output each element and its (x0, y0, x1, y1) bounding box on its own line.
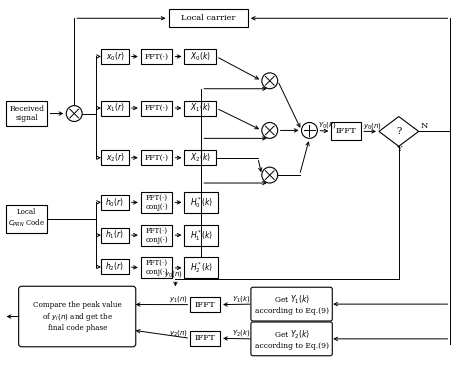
Bar (141, 257, 173, 278)
Text: N: N (420, 122, 428, 131)
Bar (184, 150, 216, 165)
Bar (141, 192, 173, 213)
Bar (191, 297, 220, 312)
Text: IFFT: IFFT (336, 128, 356, 135)
Bar (331, 122, 361, 140)
Bar (141, 101, 173, 116)
Circle shape (301, 122, 318, 138)
Circle shape (262, 167, 278, 183)
Text: IFFT: IFFT (195, 334, 216, 342)
Polygon shape (379, 116, 419, 146)
Text: $x_0(r)$: $x_0(r)$ (106, 50, 124, 63)
Text: Compare the peak value
of $y_i(n)$ and get the
final code phase: Compare the peak value of $y_i(n)$ and g… (33, 301, 121, 332)
Circle shape (262, 122, 278, 138)
FancyBboxPatch shape (251, 322, 332, 356)
Bar (184, 49, 216, 64)
Bar (101, 228, 129, 242)
Text: $y_0(n)$: $y_0(n)$ (363, 121, 382, 131)
Text: $H_1^*(k)$: $H_1^*(k)$ (190, 228, 213, 242)
Text: Local carrier: Local carrier (181, 14, 236, 22)
Text: FFT(·)
conj(·): FFT(·) conj(·) (146, 194, 168, 211)
Text: FFT(·)
conj(·): FFT(·) conj(·) (146, 259, 168, 276)
Text: ?: ? (396, 127, 401, 136)
Bar (101, 150, 129, 165)
Text: $h_1(r)$: $h_1(r)$ (105, 229, 124, 241)
Text: $y_1(n)$: $y_1(n)$ (169, 294, 188, 304)
Bar (184, 225, 218, 245)
Text: IFFT: IFFT (195, 301, 216, 308)
Text: $X_2(k)$: $X_2(k)$ (190, 151, 211, 164)
Text: FFT(·): FFT(·) (145, 154, 169, 162)
Bar (141, 225, 173, 245)
Bar (6, 101, 47, 126)
Text: $h_2(r)$: $h_2(r)$ (105, 261, 124, 273)
Text: $Y_0(k)$: $Y_0(k)$ (319, 120, 337, 130)
Text: Received
signal: Received signal (9, 105, 44, 122)
Bar (184, 192, 218, 213)
Text: Y: Y (396, 145, 401, 153)
Text: $X_0(k)$: $X_0(k)$ (190, 50, 211, 63)
Text: FFT(·): FFT(·) (145, 104, 169, 112)
Text: $X_1(k)$: $X_1(k)$ (190, 102, 211, 115)
Bar (101, 49, 129, 64)
Text: $x_2(r)$: $x_2(r)$ (106, 151, 124, 164)
Text: $H_2^*(k)$: $H_2^*(k)$ (190, 260, 213, 275)
FancyBboxPatch shape (18, 286, 136, 347)
Text: FFT(·)
conj(·): FFT(·) conj(·) (146, 226, 168, 244)
Bar (141, 150, 173, 165)
Circle shape (66, 106, 82, 122)
Bar (101, 195, 129, 210)
Bar (6, 205, 47, 233)
Bar (169, 9, 248, 27)
Text: $Y_1(k)$: $Y_1(k)$ (232, 294, 251, 304)
Text: Get $Y_2(k)$
according to Eq.(9): Get $Y_2(k)$ according to Eq.(9) (255, 328, 328, 350)
Bar (141, 49, 173, 64)
Bar (184, 257, 218, 278)
Text: $Y_2(k)$: $Y_2(k)$ (232, 328, 251, 338)
Text: FFT(·): FFT(·) (145, 53, 169, 60)
Text: $y_2(n)$: $y_2(n)$ (169, 328, 188, 338)
FancyBboxPatch shape (251, 287, 332, 321)
Text: Get $Y_1(k)$
according to Eq.(9): Get $Y_1(k)$ according to Eq.(9) (255, 293, 328, 315)
Circle shape (262, 73, 278, 89)
Text: $y_0(n)$: $y_0(n)$ (164, 269, 182, 279)
Text: Local
$C_{PRN}$ Code: Local $C_{PRN}$ Code (8, 209, 45, 229)
Bar (101, 260, 129, 274)
Bar (191, 331, 220, 346)
Text: $h_0(r)$: $h_0(r)$ (105, 196, 124, 209)
Bar (101, 101, 129, 116)
Text: $H_0^*(k)$: $H_0^*(k)$ (190, 195, 213, 210)
Text: $x_1(r)$: $x_1(r)$ (106, 102, 124, 115)
Bar (184, 101, 216, 116)
